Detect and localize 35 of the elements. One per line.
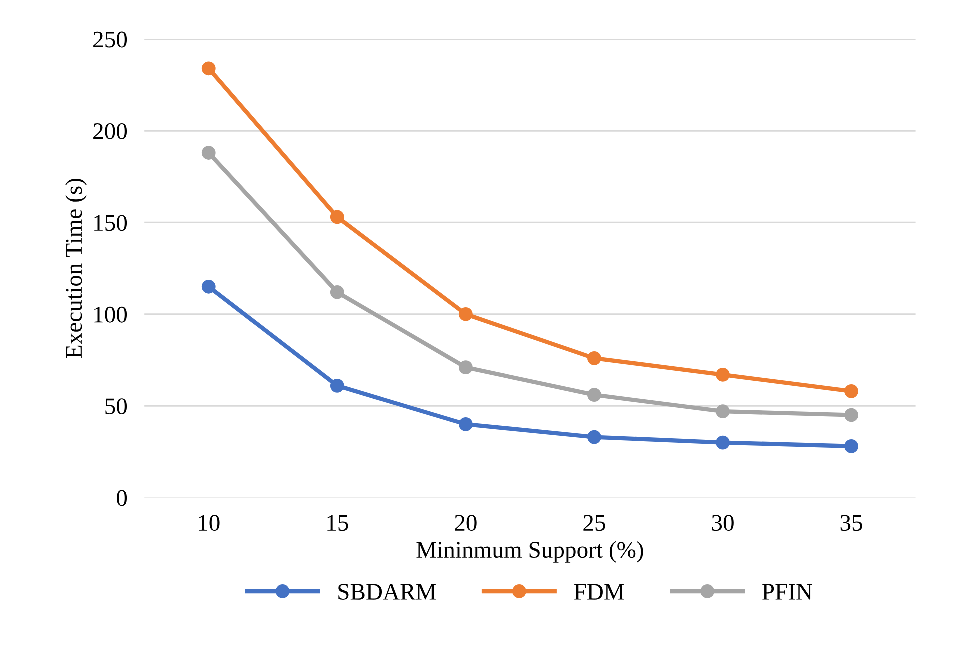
legend-label: FDM (574, 584, 624, 600)
point (330, 210, 344, 224)
y-tick-label: 0 (117, 490, 128, 506)
point (716, 436, 730, 450)
point (330, 378, 344, 393)
point (202, 280, 216, 294)
point (202, 146, 216, 160)
point (716, 368, 730, 382)
x-tick-label: 25 (584, 515, 606, 532)
legend-label: SBDARM (338, 584, 436, 600)
point (458, 417, 473, 432)
y-tick-label: 100 (94, 306, 128, 323)
y-tick-label: 200 (94, 123, 128, 140)
point (588, 430, 602, 444)
y-axis-title: Execution Time (s) (66, 179, 87, 358)
point (330, 285, 344, 300)
x-tick-label: 30 (712, 515, 734, 532)
x-axis-title: Mininmum Support (%) (416, 541, 644, 563)
x-tick-label: 35 (840, 515, 862, 532)
x-tick-label: 10 (199, 515, 220, 532)
y-tick-label: 50 (106, 398, 128, 415)
point (458, 360, 473, 375)
y-tick-label: 150 (94, 215, 128, 232)
point (588, 351, 602, 366)
x-tick-label: 15 (328, 515, 348, 532)
point (844, 408, 858, 422)
point (844, 440, 858, 454)
point (202, 62, 216, 76)
point (588, 388, 602, 402)
point (844, 384, 858, 398)
point (458, 307, 473, 322)
y-tick-label: 250 (94, 32, 128, 48)
x-tick-label: 20 (455, 515, 477, 532)
point (716, 404, 730, 419)
legend-label: PFIN (762, 584, 813, 600)
